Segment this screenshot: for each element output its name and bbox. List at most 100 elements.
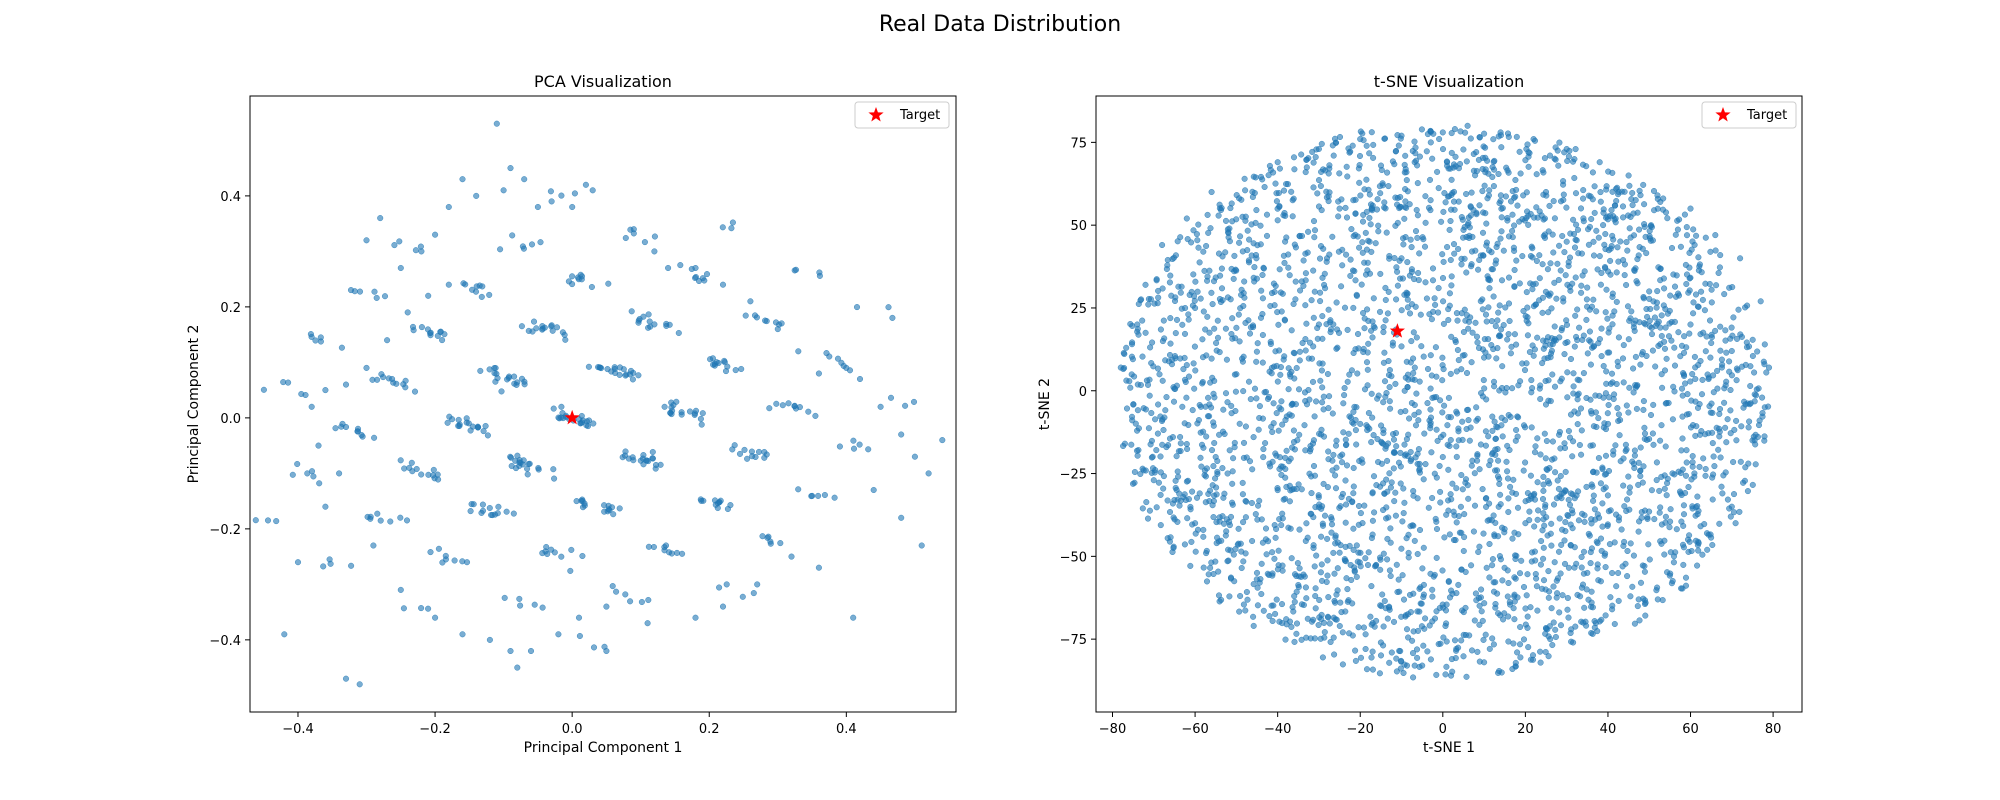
tsne-data-point <box>1288 623 1295 630</box>
tsne-data-point <box>1717 347 1724 354</box>
pca-data-point <box>821 491 828 499</box>
pca-data-point <box>665 264 672 272</box>
tsne-data-point <box>1652 363 1659 370</box>
tsne-data-point <box>1256 403 1263 410</box>
tsne-data-point <box>1565 564 1572 571</box>
tsne-data-point <box>1177 448 1184 455</box>
tsne-data-point <box>1623 507 1630 515</box>
tsne-data-point <box>1577 405 1585 412</box>
tsne-data-point <box>1192 304 1199 312</box>
tsne-data-point <box>1461 255 1468 262</box>
tsne-data-point <box>1251 189 1258 197</box>
tsne-data-point <box>1655 342 1662 349</box>
tsne-data-point <box>1422 279 1429 286</box>
tsne-data-point <box>1403 289 1410 296</box>
tsne-data-point <box>1692 291 1700 298</box>
tsne-data-point <box>1591 624 1598 631</box>
tsne-data-point <box>1596 618 1603 625</box>
tsne-data-point <box>1680 522 1687 529</box>
tsne-data-point <box>1183 440 1190 448</box>
tsne-data-point <box>1398 255 1405 262</box>
tsne-data-point <box>1534 479 1541 486</box>
pca-target-star-marker <box>564 409 580 425</box>
pca-data-point <box>645 543 652 550</box>
tsne-data-point <box>1409 637 1416 644</box>
tsne-data-point <box>1594 511 1601 518</box>
tsne-data-point <box>1632 265 1639 272</box>
tsne-data-point <box>1369 666 1376 673</box>
pca-data-point <box>865 446 872 453</box>
tsne-data-point <box>1397 449 1404 456</box>
tsne-data-point <box>1227 296 1234 303</box>
tsne-data-point <box>1237 233 1244 240</box>
pca-data-point <box>389 375 396 383</box>
tsne-data-point <box>1749 437 1756 444</box>
tsne-data-point <box>1606 212 1614 219</box>
pca-data-point <box>744 455 751 462</box>
tsne-data-point <box>1457 503 1464 510</box>
tsne-data-point <box>1481 659 1488 666</box>
pca-data-point <box>477 367 484 374</box>
tsne-data-point <box>1287 525 1294 532</box>
tsne-data-point <box>1614 244 1621 251</box>
tsne-data-point <box>1339 661 1346 668</box>
tsne-data-point <box>1390 618 1398 625</box>
tsne-data-point <box>1490 641 1497 648</box>
tsne-data-point <box>1414 450 1421 457</box>
tsne-data-point <box>1445 497 1452 504</box>
tsne-data-point <box>1615 514 1623 521</box>
tsne-data-point <box>1237 592 1244 600</box>
tsne-data-point <box>1399 572 1406 579</box>
tsne-data-point <box>1331 570 1338 577</box>
tsne-data-point <box>1273 190 1280 197</box>
tsne-data-point <box>1192 367 1199 374</box>
tsne-data-point <box>1312 592 1319 600</box>
tsne-data-point <box>1245 259 1253 266</box>
tsne-data-point <box>1210 390 1217 397</box>
tsne-data-point <box>1334 344 1341 351</box>
tsne-data-point <box>1722 424 1729 431</box>
tsne-data-point <box>1660 195 1667 202</box>
tsne-data-point <box>1346 542 1353 549</box>
tsne-data-point <box>1440 298 1447 305</box>
tsne-data-point <box>1206 267 1213 274</box>
tsne-data-point <box>1551 455 1558 462</box>
tsne-data-point <box>1526 150 1533 157</box>
pca-legend-box <box>854 101 950 129</box>
tsne-data-point <box>1381 597 1388 605</box>
tsne-data-point <box>1296 357 1303 364</box>
tsne-data-point <box>1398 132 1405 139</box>
pca-data-point <box>553 324 561 331</box>
tsne-data-point <box>1262 536 1269 543</box>
tsne-data-point <box>1693 232 1700 239</box>
tsne-data-point <box>1235 311 1242 318</box>
tsne-data-point <box>1580 548 1588 555</box>
pca-data-point <box>609 583 616 590</box>
tsne-data-point <box>1350 483 1357 490</box>
tsne-data-point <box>1539 309 1546 316</box>
tsne-data-point <box>1531 214 1538 221</box>
tsne-data-point <box>1316 255 1324 262</box>
tsne-data-point <box>1189 407 1196 414</box>
tsne-data-point <box>1524 304 1531 311</box>
tsne-data-point <box>1511 194 1518 201</box>
tsne-data-point <box>1276 203 1283 210</box>
pca-data-point <box>877 403 884 410</box>
tsne-data-point <box>1356 244 1363 251</box>
tsne-data-point <box>1590 492 1597 499</box>
pca-data-point <box>409 323 417 330</box>
tsne-data-point <box>1536 297 1543 304</box>
tsne-data-point <box>1458 566 1465 573</box>
tsne-data-point <box>1320 480 1327 487</box>
tsne-data-point <box>1344 326 1351 333</box>
tsne-data-point <box>1151 469 1158 476</box>
tsne-data-point <box>1623 239 1630 246</box>
tsne-data-point <box>1288 188 1295 195</box>
tsne-data-point <box>1463 312 1470 319</box>
tsne-data-point <box>1542 630 1549 637</box>
tsne-data-point <box>1597 535 1605 542</box>
tsne-data-point <box>1374 196 1381 203</box>
pca-data-point <box>529 328 536 335</box>
pca-data-point <box>474 423 481 430</box>
tsne-data-point <box>1218 285 1226 292</box>
